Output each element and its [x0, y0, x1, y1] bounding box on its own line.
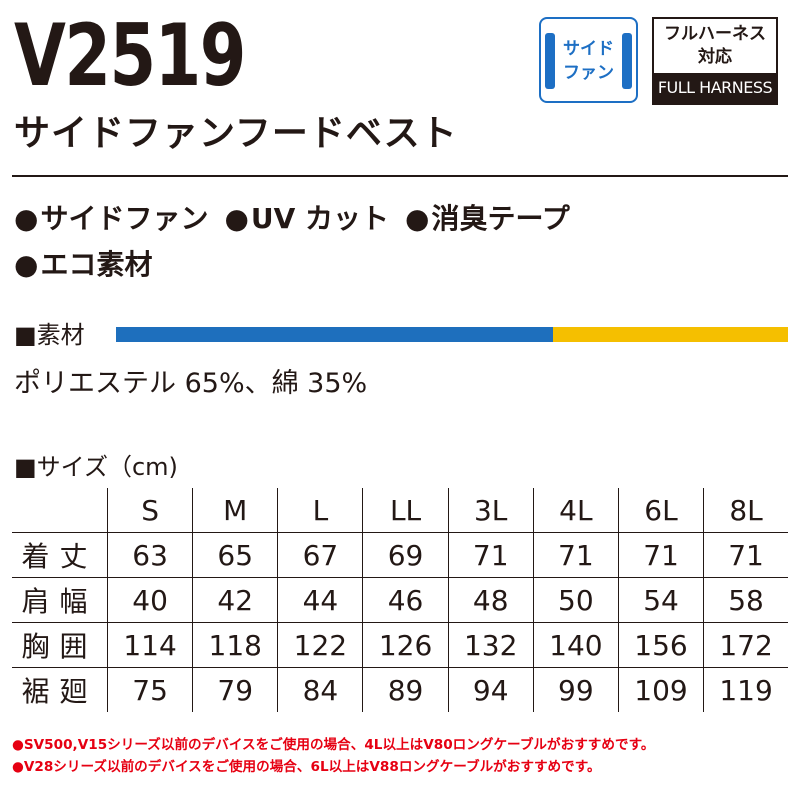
note-line: ●SV500,V15シリーズ以前のデバイスをご使用の場合、4L以上はV80ロング… — [12, 737, 655, 753]
full-harness-badge: フルハーネス 対応 FULL HARNESS — [652, 17, 778, 105]
feature-item: サイドファン — [14, 196, 208, 242]
table-cell: 84 — [277, 667, 363, 712]
table-cell: 71 — [703, 532, 788, 578]
table-cell: 58 — [703, 577, 788, 623]
side-fan-line1: サイド — [563, 39, 614, 59]
feature-item: 消臭テープ — [405, 196, 569, 242]
row-label: 着丈 — [12, 532, 108, 578]
size-label: ■サイズ（cm) — [14, 453, 178, 481]
table-cell: 40 — [106, 577, 193, 623]
table-cell: 50 — [532, 577, 619, 623]
side-fan-badge-text: サイド ファン — [541, 37, 636, 85]
table-cell: 140 — [532, 622, 619, 668]
material-composition: ポリエステル 65%、綿 35% — [14, 368, 368, 399]
size-header: S — [106, 488, 193, 533]
table-row: 肩幅 40 42 44 46 48 50 54 58 — [12, 577, 788, 623]
cable-notes: ●SV500,V15シリーズ以前のデバイスをご使用の場合、4L以上はV80ロング… — [12, 734, 654, 778]
size-header: LL — [362, 488, 449, 533]
corner-cell — [12, 488, 108, 533]
table-cell: 89 — [362, 667, 449, 712]
size-header: 6L — [617, 488, 704, 533]
table-cell: 114 — [106, 622, 193, 668]
row-label: 裾廻 — [12, 667, 108, 712]
table-cell: 44 — [277, 577, 363, 623]
table-cell: 63 — [106, 532, 193, 578]
table-cell: 46 — [362, 577, 449, 623]
side-fan-badge: サイド ファン — [539, 17, 638, 103]
table-cell: 71 — [532, 532, 619, 578]
table-cell: 119 — [703, 667, 788, 712]
table-cell: 118 — [192, 622, 278, 668]
note-line: ●V28シリーズ以前のデバイスをご使用の場合、6L以上はV88ロングケーブルがお… — [12, 759, 601, 775]
table-cell: 132 — [447, 622, 534, 668]
table-cell: 65 — [192, 532, 278, 578]
table-cell: 122 — [277, 622, 363, 668]
table-cell: 109 — [617, 667, 704, 712]
feature-list: サイドファン UV カット 消臭テープ エコ素材 — [14, 196, 570, 288]
size-header: M — [192, 488, 278, 533]
side-fan-line2: ファン — [563, 63, 614, 83]
harness-line1: フルハーネス — [664, 24, 766, 44]
row-label: 肩幅 — [12, 577, 108, 623]
table-row: 裾廻 75 79 84 89 94 99 109 119 — [12, 667, 788, 712]
table-cell: 67 — [277, 532, 363, 578]
fan-right-icon — [622, 33, 632, 89]
table-cell: 69 — [362, 532, 449, 578]
product-name: サイドファンフードベスト — [14, 113, 458, 154]
size-header: 8L — [703, 488, 788, 533]
model-number: V2519 — [14, 6, 246, 106]
table-cell: 79 — [192, 667, 278, 712]
row-label: 胸囲 — [12, 622, 108, 668]
harness-en: FULL HARNESS — [654, 73, 776, 103]
table-cell: 42 — [192, 577, 278, 623]
feature-item: エコ素材 — [14, 242, 152, 288]
table-cell: 94 — [447, 667, 534, 712]
size-table: S M L LL 3L 4L 6L 8L 着丈 63 65 67 69 71 7… — [12, 488, 788, 712]
table-cell: 71 — [447, 532, 534, 578]
material-ratio-bar — [116, 327, 788, 342]
table-cell: 75 — [106, 667, 193, 712]
feature-row-1: サイドファン UV カット 消臭テープ — [14, 196, 569, 242]
feature-row-2: エコ素材 — [14, 242, 570, 288]
table-row: 着丈 63 65 67 69 71 71 71 71 — [12, 532, 788, 578]
material-label: ■素材 — [14, 321, 85, 349]
polyester-segment — [116, 327, 553, 342]
fan-left-icon — [545, 33, 555, 89]
divider — [12, 175, 788, 177]
harness-line2: 対応 — [698, 47, 732, 67]
size-header: 4L — [532, 488, 619, 533]
table-cell: 99 — [532, 667, 619, 712]
table-cell: 126 — [362, 622, 449, 668]
table-cell: 48 — [447, 577, 534, 623]
table-cell: 54 — [617, 577, 704, 623]
size-header: L — [277, 488, 363, 533]
table-cell: 172 — [703, 622, 788, 668]
table-cell: 156 — [617, 622, 704, 668]
cotton-segment — [552, 327, 788, 342]
table-cell: 71 — [617, 532, 704, 578]
size-header-row: S M L LL 3L 4L 6L 8L — [12, 488, 788, 533]
size-header: 3L — [447, 488, 534, 533]
feature-item: UV カット — [224, 196, 389, 242]
table-row: 胸囲 114 118 122 126 132 140 156 172 — [12, 622, 788, 668]
